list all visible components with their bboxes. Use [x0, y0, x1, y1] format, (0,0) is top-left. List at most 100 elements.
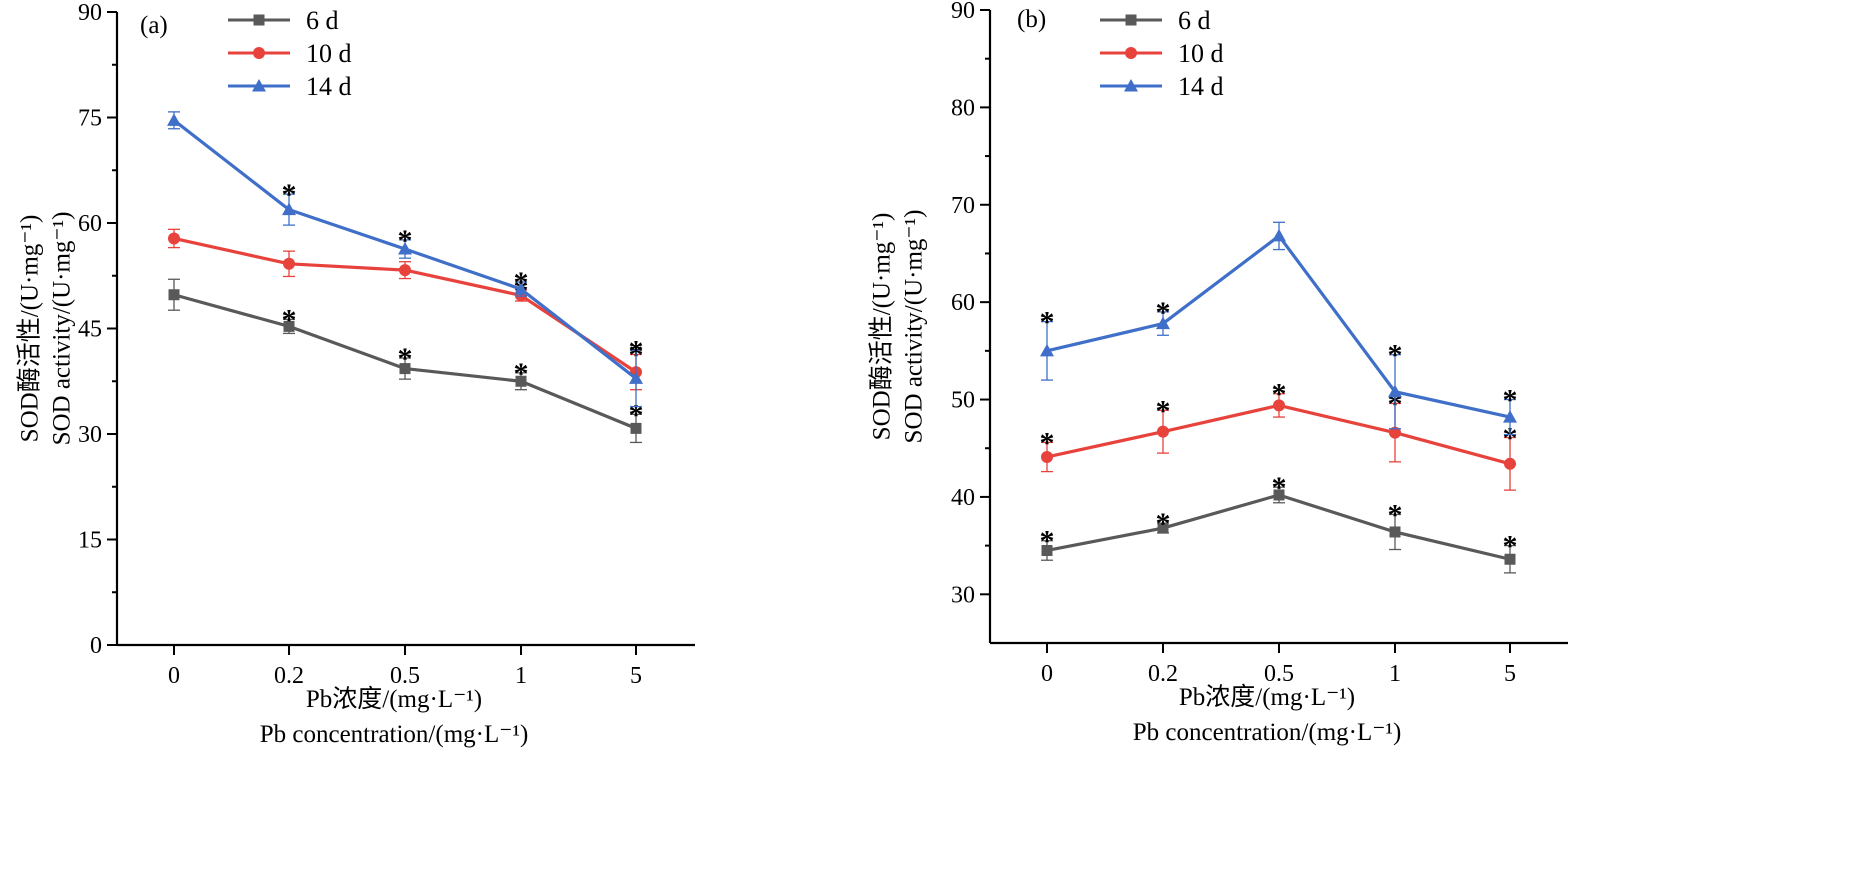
y-tick-label: 30: [78, 422, 102, 448]
data-point: [1041, 450, 1053, 463]
x-tick-label: 0: [168, 663, 180, 689]
legend-marker: [1125, 47, 1137, 59]
significance-star: *: [514, 266, 529, 299]
y-axis-title: SOD activity/(U·mg⁻¹): [901, 210, 928, 444]
significance-star: *: [514, 357, 529, 390]
x-tick-label: 0.2: [1148, 661, 1178, 687]
x-tick-label: 0.5: [1264, 661, 1294, 687]
significance-star: *: [282, 178, 297, 211]
legend-item: 6 d: [1100, 6, 1211, 35]
y-tick-label: 45: [78, 317, 102, 343]
data-point: [1504, 457, 1516, 470]
y-tick-label: 90: [951, 0, 975, 24]
data-point: [283, 320, 295, 332]
y-tick-label: 0: [90, 633, 102, 659]
significance-star: *: [1040, 426, 1055, 459]
data-point: [515, 375, 527, 387]
legend-label: 10 d: [1178, 39, 1224, 68]
y-tick-label: 70: [951, 193, 975, 219]
panel-label: (a): [140, 12, 168, 39]
data-point: [514, 282, 528, 295]
series-14d: * * * *: [1040, 221, 1518, 436]
data-point: [1041, 544, 1053, 556]
y-tick-label: 30: [951, 582, 975, 608]
y-tick-label: 60: [78, 211, 102, 237]
series-14d: * * * *: [167, 111, 644, 408]
significance-star: *: [1040, 525, 1055, 558]
y-tick-label: 80: [951, 95, 975, 121]
legend: 6 d 10 d 14 d: [228, 6, 352, 101]
data-point: [1389, 526, 1401, 538]
significance-star: *: [1272, 378, 1287, 411]
y-tick-label: 15: [78, 528, 102, 554]
y-tick-label: 40: [951, 485, 975, 511]
legend: 6 d 10 d 14 d: [1100, 6, 1224, 101]
data-point: [1157, 522, 1169, 534]
data-point: [168, 232, 180, 245]
significance-star: *: [1272, 471, 1287, 504]
significance-star: *: [1503, 422, 1518, 455]
data-point: [1272, 228, 1286, 242]
legend-item: 14 d: [228, 72, 352, 101]
data-point: [1388, 384, 1402, 398]
y-axis-title: SOD酶活性/(U·mg⁻¹): [868, 213, 896, 441]
series-6d: * * * *: [168, 278, 644, 444]
x-tick-label: 5: [1504, 661, 1516, 687]
legend-label: 14 d: [1178, 72, 1224, 101]
significance-star: *: [398, 224, 413, 257]
data-point: [1504, 553, 1516, 565]
significance-star: *: [1388, 339, 1403, 372]
series-6d: * * * * *: [1040, 471, 1518, 574]
legend-marker: [253, 14, 265, 26]
data-point: [167, 113, 181, 126]
y-axis-title: SOD酶活性/(U·mg⁻¹): [16, 215, 44, 443]
data-point: [1273, 399, 1285, 412]
x-tick-label: 0.5: [390, 663, 420, 689]
significance-star: *: [1156, 394, 1171, 427]
x-tick-label: 0.2: [274, 663, 304, 689]
significance-star: *: [1156, 296, 1171, 329]
significance-star: *: [1503, 530, 1518, 563]
significance-star: *: [629, 334, 644, 367]
legend-label: 14 d: [306, 72, 352, 101]
data-point: [1503, 410, 1517, 423]
y-tick-label: 90: [78, 0, 102, 26]
legend-item: 10 d: [1100, 39, 1224, 68]
data-point: [168, 289, 180, 301]
x-axis-title: Pb浓度/(mg·L⁻¹): [1179, 683, 1355, 711]
x-axis-title: Pb concentration/(mg·L⁻¹): [1133, 719, 1402, 746]
data-point: [1157, 425, 1169, 438]
x-tick-label: 1: [515, 663, 527, 689]
series-line: [1046, 493, 1511, 561]
data-point: [399, 363, 411, 375]
legend-marker: [1125, 14, 1137, 26]
legend-marker: [1124, 79, 1138, 92]
data-point: [282, 202, 296, 216]
data-point: [1040, 343, 1054, 357]
x-axis-title: Pb浓度/(mg·L⁻¹): [306, 685, 482, 713]
significance-star: *: [1388, 498, 1403, 531]
data-point: [283, 257, 295, 270]
data-point: [629, 371, 643, 384]
legend-marker: [252, 79, 266, 92]
legend-item: 14 d: [1100, 72, 1224, 101]
data-point: [630, 422, 642, 434]
significance-star: *: [282, 303, 297, 336]
legend-marker: [253, 47, 265, 59]
x-tick-label: 0: [1041, 661, 1053, 687]
significance-star: *: [398, 342, 413, 375]
data-point: [399, 264, 411, 277]
panel-label: (b): [1017, 6, 1046, 33]
data-point: [1156, 316, 1170, 330]
x-tick-label: 1: [1389, 661, 1401, 687]
legend-label: 10 d: [306, 39, 352, 68]
significance-star: *: [1156, 507, 1171, 540]
x-axis-title: Pb concentration/(mg·L⁻¹): [260, 721, 529, 748]
legend-item: 6 d: [228, 6, 339, 35]
x-tick-label: 5: [630, 663, 642, 689]
data-point: [1273, 489, 1285, 501]
data-point: [1389, 426, 1401, 439]
legend-label: 6 d: [1178, 6, 1211, 35]
y-tick-label: 75: [78, 106, 102, 132]
